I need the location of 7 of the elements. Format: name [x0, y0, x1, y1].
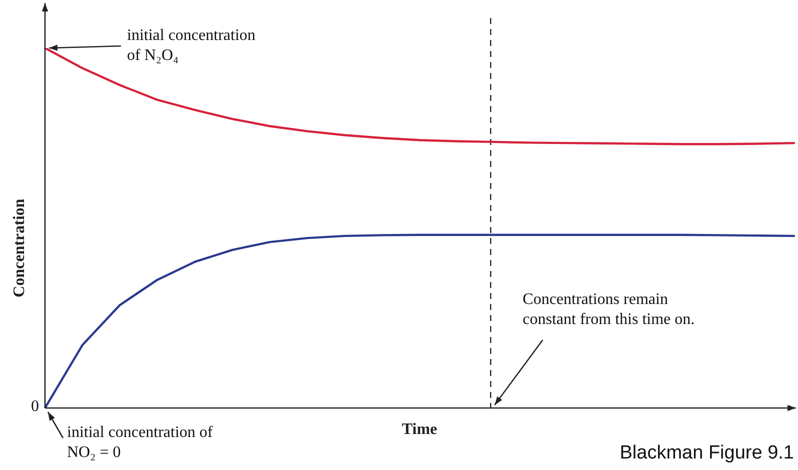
text: initial concentration of NO₂ = 0 [67, 424, 214, 462]
text: Blackman Figure 9.1 [620, 442, 794, 464]
annotation: initial concentration of N₂O₄ [127, 27, 256, 64]
y-axis-title: Concentration [11, 198, 28, 298]
text: 0 [31, 398, 39, 416]
annotation: Concentrations remain constant from this time on. [522, 291, 695, 328]
x-axis-title: Time [402, 421, 438, 438]
